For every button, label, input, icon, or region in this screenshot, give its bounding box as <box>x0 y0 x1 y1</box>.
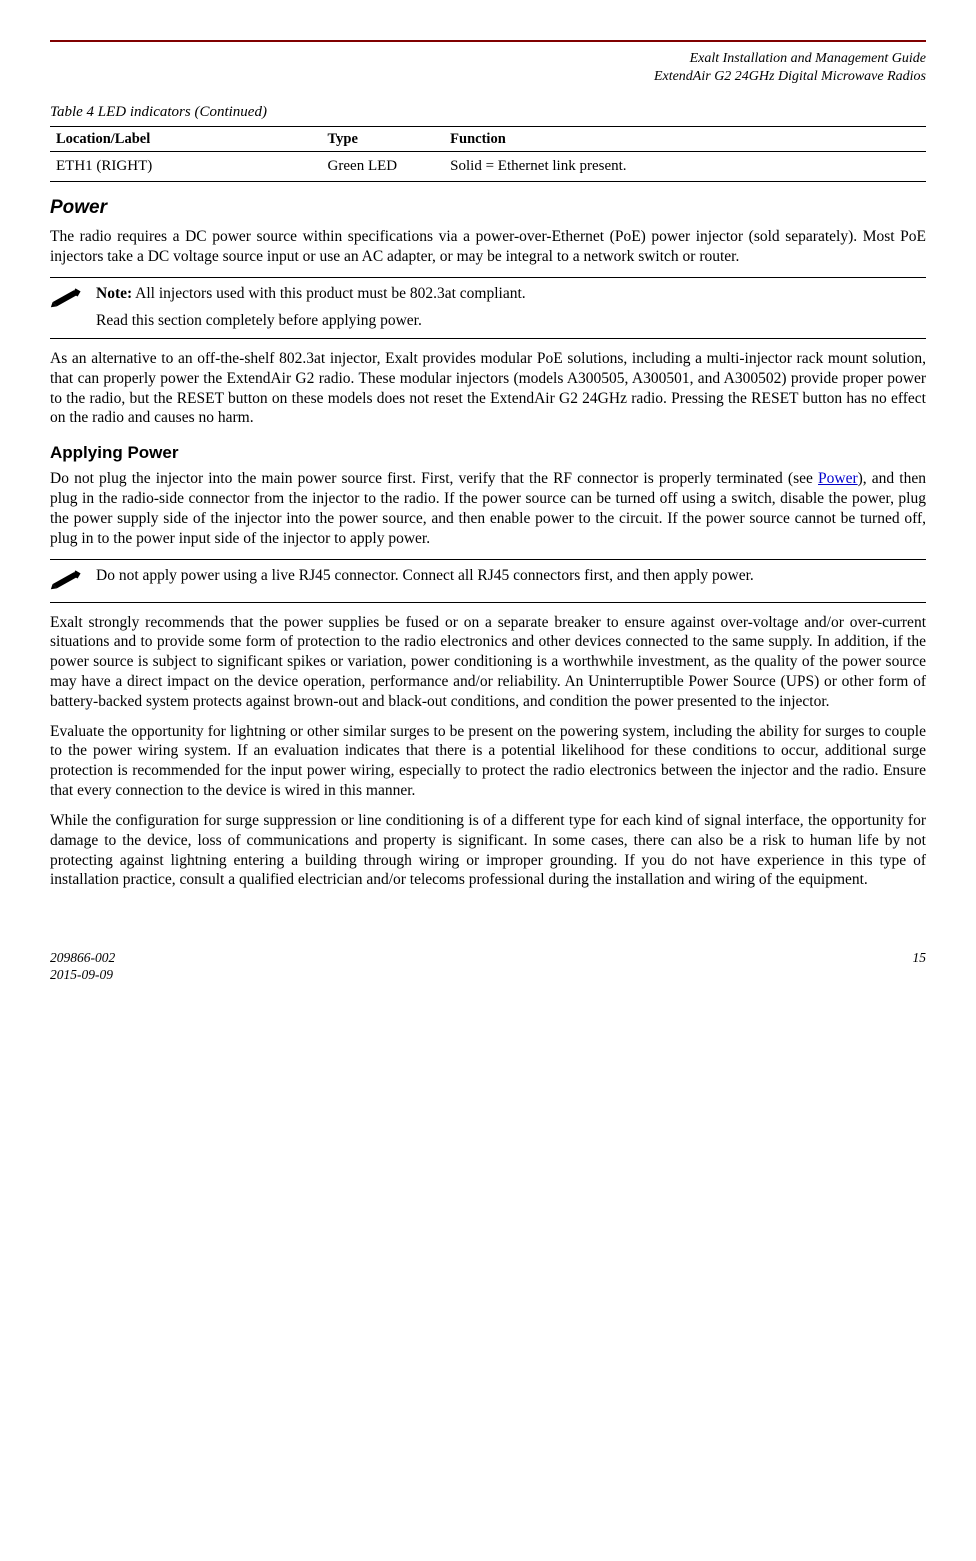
applying-paragraph-4: While the configuration for surge suppre… <box>50 811 926 890</box>
power-link[interactable]: Power <box>818 470 858 487</box>
pencil-icon <box>50 284 96 314</box>
note-label: Note: <box>96 285 132 302</box>
page-footer: 209866-002 2015-09-09 15 <box>50 950 926 984</box>
led-indicators-table: Location/Label Type Function ETH1 (RIGHT… <box>50 126 926 182</box>
header-rule <box>50 40 926 42</box>
power-heading: Power <box>50 196 926 220</box>
pencil-icon <box>50 566 96 596</box>
table-caption: Table 4 LED indicators (Continued) <box>50 103 926 122</box>
header-line-1: Exalt Installation and Management Guide <box>50 50 926 68</box>
note-line-2: Read this section completely before appl… <box>96 311 926 332</box>
power-paragraph-2: As an alternative to an off-the-shelf 80… <box>50 349 926 428</box>
applying-paragraph-1: Do not plug the injector into the main p… <box>50 469 926 548</box>
table-row: ETH1 (RIGHT) Green LED Solid = Ethernet … <box>50 151 926 181</box>
footer-page-number: 15 <box>913 950 927 967</box>
footer-doc-number: 209866-002 <box>50 950 115 967</box>
td-location: ETH1 (RIGHT) <box>50 151 322 181</box>
td-type: Green LED <box>322 151 445 181</box>
note-block-1: Note: All injectors used with this produ… <box>50 277 926 339</box>
td-function: Solid = Ethernet link present. <box>444 151 926 181</box>
note-line-1: All injectors used with this product mus… <box>132 285 525 302</box>
page-header: Exalt Installation and Management Guide … <box>50 50 926 85</box>
header-line-2: ExtendAir G2 24GHz Digital Microwave Rad… <box>50 68 926 86</box>
th-location: Location/Label <box>50 126 322 151</box>
note-text-2: Do not apply power using a live RJ45 con… <box>96 566 926 587</box>
footer-date: 2015-09-09 <box>50 967 115 984</box>
apply-p1-a: Do not plug the injector into the main p… <box>50 470 818 487</box>
th-function: Function <box>444 126 926 151</box>
note-2-line: Do not apply power using a live RJ45 con… <box>96 566 926 587</box>
applying-power-heading: Applying Power <box>50 442 926 463</box>
table-header-row: Location/Label Type Function <box>50 126 926 151</box>
note-block-2: Do not apply power using a live RJ45 con… <box>50 559 926 603</box>
note-text-1: Note: All injectors used with this produ… <box>96 284 926 332</box>
th-type: Type <box>322 126 445 151</box>
power-paragraph-1: The radio requires a DC power source wit… <box>50 227 926 267</box>
applying-paragraph-2: Exalt strongly recommends that the power… <box>50 613 926 712</box>
applying-paragraph-3: Evaluate the opportunity for lightning o… <box>50 722 926 801</box>
